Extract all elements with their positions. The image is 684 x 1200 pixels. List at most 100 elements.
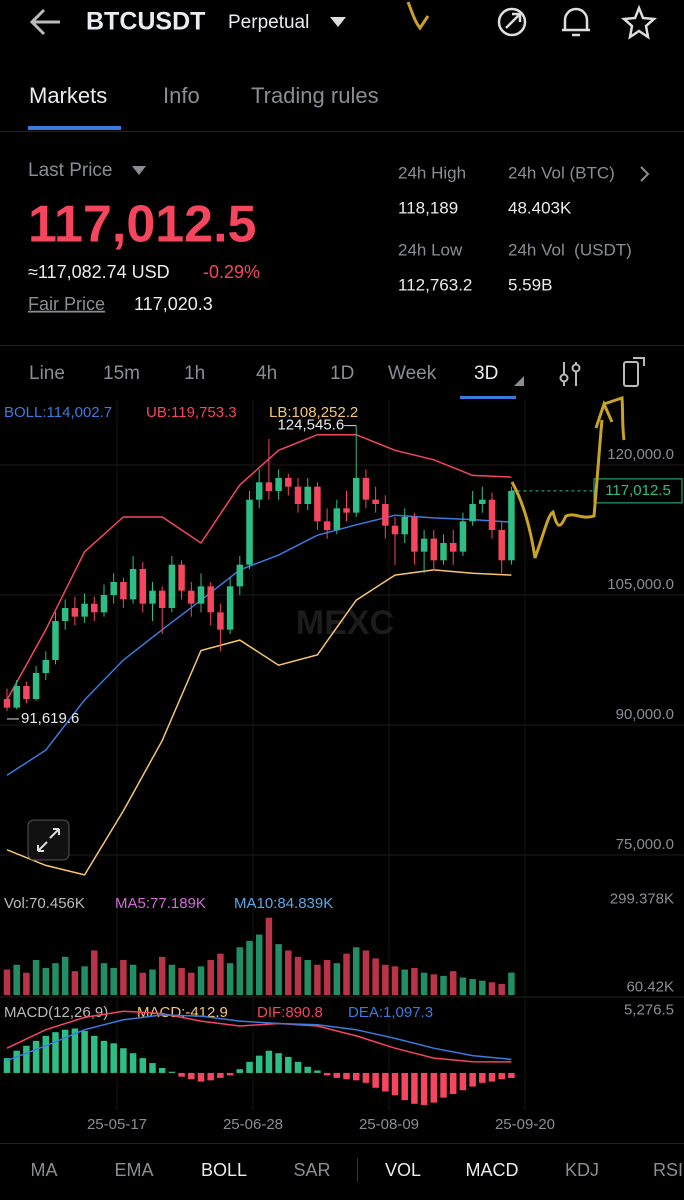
dropdown-arrow[interactable]	[132, 166, 146, 175]
last-price-label[interactable]: Last Price	[28, 160, 112, 181]
favorite-icon[interactable]	[620, 4, 658, 40]
macd-bar	[100, 1040, 108, 1073]
back-button[interactable]	[29, 8, 60, 36]
volume-bar	[3, 969, 11, 995]
fair-price-label: Fair Price	[28, 294, 105, 314]
macd-bar	[188, 1072, 195, 1080]
macd-bar	[314, 1070, 321, 1073]
macd-bar	[3, 1058, 11, 1073]
last-price-tag	[593, 478, 683, 504]
chart: 25-05-17 25-06-28 25-08-09 25-09-20 120,000.…	[0, 400, 684, 1133]
stat-value: 118,189	[398, 198, 458, 217]
indicator-settings-icon[interactable]	[559, 362, 581, 386]
candle-body	[13, 686, 20, 708]
volume-bar	[372, 958, 379, 995]
share-icon[interactable]	[497, 7, 527, 37]
candle-body	[333, 508, 341, 530]
macd-bar	[139, 1058, 147, 1073]
candle-body	[168, 564, 176, 609]
indicator-tab[interactable]: MA	[31, 1160, 58, 1180]
candle-body	[246, 499, 253, 565]
chevron[interactable]	[640, 166, 650, 182]
macd-bar	[71, 1028, 79, 1073]
legend-text: Vol:70.456K	[4, 895, 85, 912]
bell-icon[interactable]	[562, 7, 590, 37]
timeframe[interactable]: 4h	[256, 363, 277, 384]
timeframe[interactable]: 15m	[103, 363, 140, 384]
volume-bar	[401, 969, 408, 995]
candle-body	[129, 569, 137, 600]
macd-bar	[265, 1050, 273, 1073]
y-tick-label: 105,000.0	[607, 576, 674, 593]
symbol-title[interactable]: BTCUSDT	[86, 8, 205, 36]
volume-bar	[100, 963, 108, 995]
separator	[357, 1158, 358, 1182]
candle-body	[100, 595, 108, 613]
candle-body	[294, 486, 302, 504]
volume-bar	[382, 964, 389, 995]
expand-button[interactable]	[27, 819, 70, 861]
indicator-tab[interactable]: SAR	[293, 1160, 330, 1180]
tab[interactable]: Info	[163, 83, 200, 108]
tab[interactable]: Markets	[29, 83, 107, 108]
timeframe[interactable]: Line	[29, 363, 65, 384]
macd-bar	[391, 1072, 399, 1096]
volume-bar	[226, 963, 234, 995]
candle-body	[343, 508, 350, 513]
dropdown-arrow[interactable]	[330, 17, 346, 27]
dif-line	[6, 1010, 512, 1063]
stat-label: 24h Vol (USDT)	[508, 240, 632, 259]
stat-label[interactable]: 24h Vol (BTC)	[508, 163, 615, 182]
candle-body	[197, 586, 205, 604]
indicator-tab[interactable]: MACD	[466, 1160, 519, 1180]
y-tick-label: 75,000.0	[616, 836, 674, 853]
macd-bar	[32, 1040, 40, 1073]
volume-bar	[488, 982, 496, 995]
dropdown-arrow[interactable]	[514, 376, 524, 386]
volume-bar	[149, 969, 156, 995]
macd-bar	[430, 1072, 438, 1103]
volume-bar	[265, 917, 273, 995]
indicator-tab[interactable]: KDJ	[565, 1160, 599, 1180]
indicator-tab[interactable]: RSI	[653, 1160, 683, 1180]
volume-bar	[498, 983, 505, 995]
candle-body	[236, 564, 244, 587]
candle-body	[61, 608, 69, 622]
timeframe[interactable]: 3D	[474, 363, 498, 384]
timeframe[interactable]: Week	[388, 363, 437, 384]
volume-bar	[129, 964, 137, 995]
candle-body	[285, 477, 292, 487]
candle-body	[120, 582, 127, 600]
macd-bar	[158, 1068, 166, 1073]
indicator-tab[interactable]: EMA	[114, 1160, 153, 1180]
volume-bar	[479, 980, 486, 995]
tab[interactable]: Trading rules	[251, 83, 379, 108]
volume-bar	[139, 972, 147, 995]
volume-bar	[362, 950, 370, 995]
legend-text: DIF:890.8	[257, 1004, 323, 1021]
candle-body	[362, 477, 370, 500]
macd-bar	[149, 1063, 156, 1073]
indicator-tab[interactable]: VOL	[385, 1160, 421, 1180]
contract-type[interactable]: Perpetual	[228, 12, 309, 33]
legend-text: MACD(12,26,9)	[4, 1004, 108, 1021]
candle-body	[420, 538, 428, 552]
last-price-tag-label: 117,012.5	[605, 482, 671, 499]
legend-text: DEA:1,097.3	[348, 1004, 433, 1021]
timeframe[interactable]: 1D	[330, 363, 354, 384]
macd-bar	[110, 1043, 117, 1073]
hand-annotation	[406, 1, 626, 559]
macd-bar	[304, 1066, 311, 1073]
macd-bar	[420, 1072, 428, 1106]
timeframe[interactable]: 1h	[184, 363, 205, 384]
indicator-tab[interactable]: BOLL	[201, 1160, 247, 1180]
volume-bar	[13, 964, 20, 995]
rotate-icon[interactable]	[623, 357, 645, 387]
volume-bar	[469, 979, 476, 995]
candle-body	[23, 686, 30, 700]
legend-text: MA10:84.839K	[234, 895, 333, 912]
x-tick-label: 25-08-09	[359, 1116, 419, 1133]
volume-bar	[508, 972, 515, 995]
macd-bar	[294, 1061, 302, 1073]
